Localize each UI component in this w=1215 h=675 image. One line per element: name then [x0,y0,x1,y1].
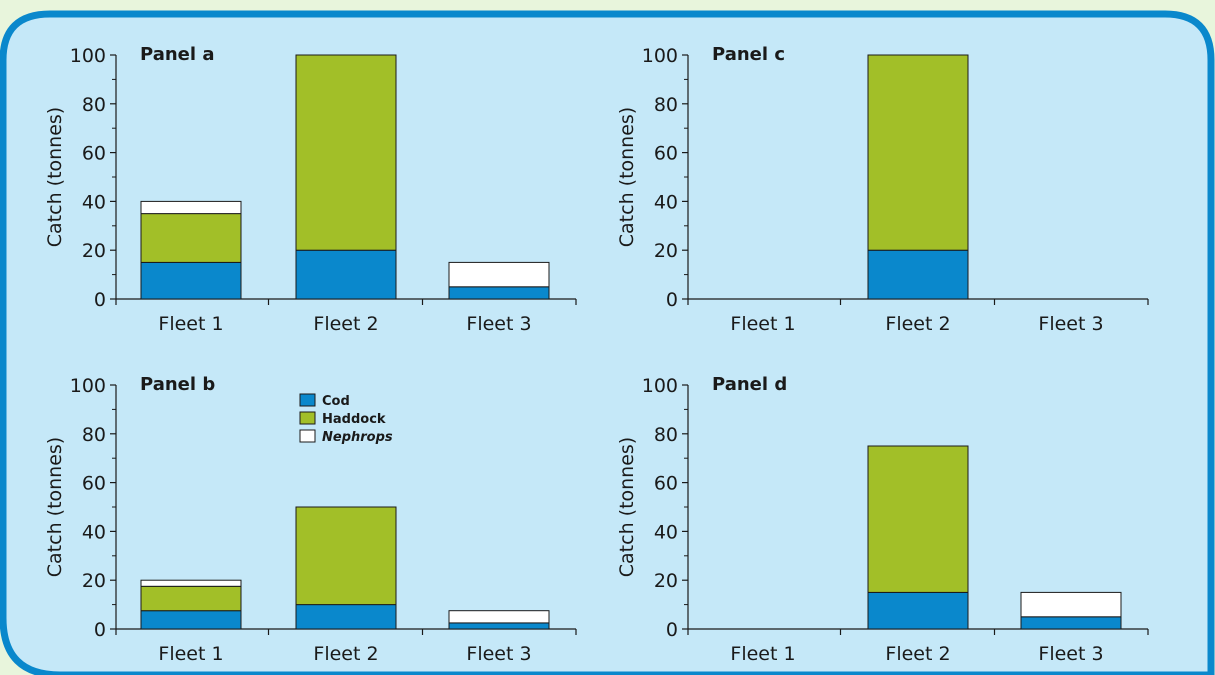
y-tick-label: 20 [82,570,106,592]
y-tick-label: 100 [70,375,106,397]
legend-swatch-cod [299,393,316,407]
y-tick-label: 80 [82,94,106,116]
y-tick-label: 0 [94,289,106,311]
x-tick-label: Fleet 3 [466,643,531,665]
bar-nephrops-fleet-3 [448,610,550,624]
y-tick-label: 60 [654,143,678,165]
legend-swatch-haddock [299,411,316,425]
legend: Cod Haddock Nephrops [299,393,393,445]
x-tick-label: Fleet 1 [158,313,223,335]
x-tick-label: Fleet 3 [1038,643,1103,665]
x-tick-label: Fleet 3 [466,313,531,335]
legend-label-cod: Cod [322,394,350,409]
bar-nephrops-fleet-3 [1020,591,1122,618]
y-tick-label: 20 [654,570,678,592]
x-tick-label: Fleet 2 [313,313,378,335]
figure-frame [0,10,1215,675]
y-tick-label: 40 [82,521,106,543]
legend-label-haddock: Haddock [322,412,386,427]
y-tick-label: 100 [642,375,678,397]
legend-label-nephrops: Nephrops [322,430,393,445]
bar-haddock-fleet-2 [867,445,969,593]
y-tick-label: 60 [82,143,106,165]
y-tick-label: 40 [654,191,678,213]
bar-haddock-fleet-2 [867,54,969,251]
panel-title: Panel c [712,44,785,65]
bar-haddock-fleet-1 [140,585,242,612]
y-axis-label: Catch (tonnes) [44,107,66,247]
bar-haddock-fleet-1 [140,213,242,263]
y-tick-label: 0 [94,619,106,641]
x-tick-label: Fleet 2 [885,313,950,335]
x-tick-label: Fleet 3 [1038,313,1103,335]
y-tick-label: 40 [654,521,678,543]
y-tick-label: 60 [654,473,678,495]
chart-panel-1: 0 20 40 60 80 100 Fleet 1 Fleet 2 Fleet 3 Catch (… [44,44,577,335]
chart-panel-2: 0 20 40 60 80 100 Fleet 1 Fleet 2 Fleet 3 Catch (… [616,44,1149,335]
bar-cod-fleet-3 [1020,616,1122,630]
bar-cod-fleet-2 [867,249,969,300]
x-tick-label: Fleet 1 [158,643,223,665]
y-tick-label: 40 [82,191,106,213]
x-tick-label: Fleet 1 [730,313,795,335]
bar-cod-fleet-3 [448,286,550,300]
x-tick-label: Fleet 2 [885,643,950,665]
bar-nephrops-fleet-3 [448,261,550,288]
bar-cod-fleet-2 [295,249,397,300]
bar-cod-fleet-2 [295,604,397,630]
x-tick-label: Fleet 2 [313,643,378,665]
y-axis-label: Catch (tonnes) [616,107,638,247]
y-tick-label: 20 [82,240,106,262]
bar-nephrops-fleet-1 [140,200,242,215]
y-axis-label: Catch (tonnes) [616,437,638,577]
y-tick-label: 100 [642,45,678,67]
y-tick-label: 80 [654,94,678,116]
y-tick-label: 0 [666,289,678,311]
chart-panel-3: 0 20 40 60 80 100 Fleet 1 Fleet 2 Fleet 3 Catch (… [44,374,577,665]
panel-title: Panel b [140,374,215,395]
legend-swatch-nephrops [299,429,316,443]
panel-title: Panel d [712,374,787,395]
y-axis-label: Catch (tonnes) [44,437,66,577]
y-tick-label: 60 [82,473,106,495]
y-tick-label: 0 [666,619,678,641]
bar-cod-fleet-1 [140,261,242,300]
bar-cod-fleet-1 [140,610,242,630]
bar-nephrops-fleet-1 [140,579,242,587]
x-tick-label: Fleet 1 [730,643,795,665]
bar-cod-fleet-3 [448,622,550,630]
bar-haddock-fleet-2 [295,54,397,251]
bar-haddock-fleet-2 [295,506,397,606]
y-tick-label: 100 [70,45,106,67]
y-tick-label: 80 [654,424,678,446]
y-tick-label: 20 [654,240,678,262]
chart-panel-4: 0 20 40 60 80 100 Fleet 1 Fleet 2 Fleet 3 Catch (… [616,374,1149,665]
y-tick-label: 80 [82,424,106,446]
panel-title: Panel a [140,44,214,65]
bar-cod-fleet-2 [867,591,969,630]
